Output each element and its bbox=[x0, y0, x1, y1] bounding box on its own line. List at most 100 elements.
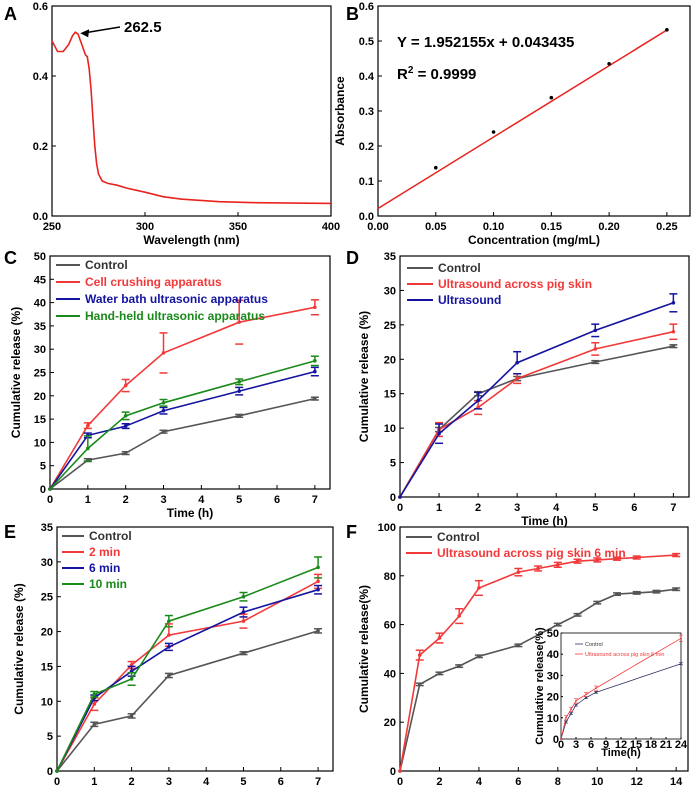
data-point bbox=[549, 95, 554, 100]
legend-label: Control bbox=[438, 261, 481, 275]
x-tick-label: 250 bbox=[43, 221, 61, 233]
x-tick-label: 4 bbox=[203, 776, 210, 786]
data-point bbox=[595, 687, 597, 690]
data-point bbox=[316, 629, 320, 633]
data-point bbox=[680, 637, 682, 640]
y-tick-label: 0 bbox=[390, 492, 396, 504]
data-point bbox=[437, 431, 441, 436]
y-tick-label: 0.4 bbox=[359, 71, 375, 83]
x-tick-label: 6 bbox=[278, 776, 284, 786]
x-tick-label: 3 bbox=[166, 776, 172, 786]
data-point bbox=[570, 712, 572, 715]
y-tick-label: 50 bbox=[547, 628, 559, 640]
x-tick-label: 9 bbox=[603, 739, 609, 751]
y-tick-label: 30 bbox=[547, 670, 559, 682]
x-axis-label: Time(h) bbox=[601, 747, 641, 759]
y-tick-label: 80 bbox=[384, 571, 396, 583]
x-tick-label: 400 bbox=[322, 221, 340, 233]
y-tick-label: 5 bbox=[47, 731, 53, 743]
legend-label: 6 min bbox=[89, 561, 120, 575]
inset-legend-label: Control bbox=[585, 642, 603, 648]
x-tick-label: 10 bbox=[591, 776, 603, 786]
inset-legend-label: Ultrasound across pig skin 6 min bbox=[585, 652, 664, 658]
y-tick-label: 35 bbox=[384, 251, 396, 263]
panel-b: B 0.00 0.05 0.10 0.15 0.20 0.25 0.0 0.1 0.2 0.3 0.4… bbox=[333, 1, 691, 247]
series-line-2-min bbox=[56, 580, 319, 772]
data-point bbox=[615, 556, 619, 561]
y-tick-label: 35 bbox=[34, 321, 46, 333]
data-point bbox=[593, 328, 598, 333]
data-point bbox=[313, 369, 317, 374]
data-point bbox=[674, 553, 678, 557]
data-point bbox=[123, 451, 128, 455]
data-point bbox=[129, 714, 134, 718]
y-tick-label: 15 bbox=[384, 389, 396, 401]
series-line-6-min bbox=[56, 588, 319, 772]
plot-frame bbox=[51, 5, 332, 217]
y-tick-label: 50 bbox=[34, 251, 46, 263]
data-point bbox=[92, 692, 97, 697]
legend-label: Ultrasound across pig skin bbox=[438, 277, 592, 291]
data-point bbox=[316, 565, 320, 570]
y-tick-label: 0.3 bbox=[359, 106, 374, 118]
y-tick-label: 0 bbox=[553, 734, 559, 746]
panel-label: A bbox=[4, 4, 17, 24]
y-tick-label: 25 bbox=[34, 368, 46, 380]
data-point bbox=[593, 360, 598, 364]
data-point bbox=[516, 643, 521, 648]
data-point bbox=[536, 566, 540, 571]
x-axis-label: Wavelength (nm) bbox=[143, 233, 239, 247]
series-line-10-min bbox=[56, 566, 319, 772]
y-tick-label: 40 bbox=[384, 668, 396, 680]
data-point bbox=[55, 769, 59, 773]
x-tick-label: 0.25 bbox=[656, 221, 677, 233]
data-point bbox=[457, 664, 461, 668]
x-tick-label: 0.05 bbox=[425, 221, 446, 233]
x-tick-label: 2 bbox=[436, 776, 442, 786]
data-point bbox=[491, 130, 496, 134]
data-point bbox=[129, 677, 134, 681]
panel-label: D bbox=[346, 248, 359, 268]
spectrum-line bbox=[51, 31, 332, 205]
series-line-control bbox=[399, 345, 674, 498]
panel-label: E bbox=[4, 522, 16, 542]
data-point bbox=[241, 619, 246, 623]
data-point bbox=[585, 696, 587, 699]
data-point bbox=[575, 613, 580, 617]
data-point bbox=[515, 376, 519, 381]
series-line-hand-held-ultrasonic-apparatus bbox=[49, 360, 316, 490]
x-tick-label: 2 bbox=[129, 776, 135, 786]
data-point bbox=[86, 446, 90, 451]
data-point bbox=[241, 651, 246, 655]
panel-e: E0123456705101520253035Time (h)Cumulativ… bbox=[4, 522, 334, 786]
x-tick-label: 7 bbox=[312, 494, 318, 506]
y-tick-label: 25 bbox=[41, 592, 53, 604]
data-point bbox=[161, 429, 166, 434]
x-tick-label: 0 bbox=[558, 739, 564, 751]
data-point bbox=[92, 722, 97, 727]
data-point bbox=[595, 600, 600, 605]
plot-frame bbox=[56, 526, 334, 772]
y-axis-label: Cumulative release (%) bbox=[12, 583, 26, 714]
x-tick-label: 14 bbox=[670, 776, 683, 786]
y-tick-label: 0 bbox=[40, 484, 46, 496]
data-point bbox=[237, 414, 241, 418]
y-tick-label: 10 bbox=[547, 713, 559, 725]
data-point bbox=[161, 351, 166, 355]
data-point bbox=[671, 329, 676, 334]
x-tick-label: 2 bbox=[475, 502, 481, 514]
y-axis-label: Absorbance bbox=[333, 76, 347, 146]
y-axis-label: Cumulative release (%) bbox=[357, 311, 371, 442]
x-tick-label: 350 bbox=[229, 221, 247, 233]
x-tick-label: 0.15 bbox=[541, 221, 562, 233]
y-tick-label: 15 bbox=[34, 414, 46, 426]
data-point bbox=[123, 414, 128, 418]
plot-frame bbox=[399, 526, 689, 772]
data-point bbox=[167, 645, 171, 649]
data-point bbox=[680, 662, 682, 665]
data-point bbox=[48, 487, 52, 491]
data-point bbox=[595, 558, 600, 562]
x-tick-label: 8 bbox=[555, 776, 561, 786]
data-point bbox=[575, 559, 580, 563]
x-tick-label: 24 bbox=[675, 739, 688, 751]
